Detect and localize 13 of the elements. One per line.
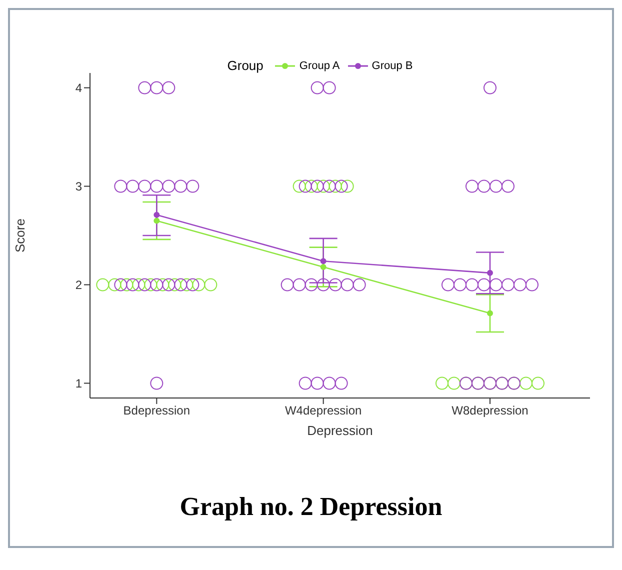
text: Graph no. 2 Depression xyxy=(178,492,444,522)
legend-label: Group A xyxy=(298,60,340,72)
x-tick-label: W4depression xyxy=(284,404,362,418)
x-tick-label: Bdepression xyxy=(123,404,190,418)
x-tick-label: W8depression xyxy=(452,404,528,418)
legend-label: Group B xyxy=(370,60,413,72)
y-tick-label: 2 xyxy=(75,278,82,292)
legend-title: Group xyxy=(227,58,264,73)
y-tick-label: 3 xyxy=(75,180,82,194)
y-tick-label: 4 xyxy=(75,81,82,96)
y-tick-label: 1 xyxy=(75,376,82,390)
x-axis-title: Depression xyxy=(307,423,373,438)
y-axis-title: Score xyxy=(12,218,28,252)
